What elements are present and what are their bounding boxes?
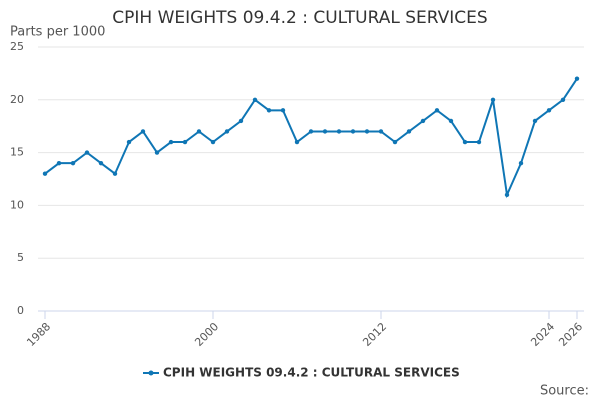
data-point	[322, 129, 328, 134]
data-point	[336, 129, 342, 134]
data-point	[560, 97, 566, 103]
data-point	[238, 118, 244, 124]
source: Source:	[540, 384, 589, 399]
data-point	[98, 160, 104, 166]
y-axis-label: Parts per 1000	[10, 25, 105, 40]
data-point	[546, 108, 552, 113]
data-point	[532, 118, 538, 124]
data-point	[224, 129, 230, 134]
data-point	[504, 192, 510, 198]
legend-marker	[148, 370, 154, 376]
data-point	[462, 139, 468, 145]
data-point	[140, 129, 146, 134]
data-point	[84, 150, 90, 155]
data-point	[406, 129, 412, 134]
data-point	[476, 139, 482, 145]
x-tick-label: 2000	[192, 320, 221, 349]
data-point	[210, 139, 216, 145]
data-point	[168, 139, 174, 145]
y-tick-label: 10	[10, 198, 24, 211]
data-point	[182, 139, 188, 145]
x-tick-label: 2012	[360, 320, 389, 349]
y-tick-label: 20	[10, 93, 24, 106]
data-point	[448, 118, 454, 124]
data-point	[70, 160, 76, 166]
data-point	[280, 108, 286, 113]
data-point	[196, 129, 202, 134]
data-point	[252, 97, 258, 103]
data-point	[392, 139, 398, 145]
data-point	[434, 108, 440, 113]
data-point	[378, 129, 384, 134]
data-point	[266, 108, 272, 113]
data-point	[154, 150, 160, 155]
data-point	[294, 139, 300, 145]
data-point	[308, 129, 314, 134]
x-tick-label: 1988	[24, 320, 53, 349]
data-point	[350, 129, 356, 134]
y-tick-label: 0	[17, 304, 24, 317]
data-point	[126, 139, 132, 145]
series-line	[44, 78, 578, 199]
x-tick-label: 2026	[556, 320, 585, 349]
data-point	[518, 160, 524, 166]
y-tick-label: 15	[10, 146, 24, 159]
data-point	[112, 171, 118, 176]
data-point	[420, 118, 426, 124]
y-tick-label: 5	[17, 251, 24, 264]
chart-title: CPIH WEIGHTS 09.4.2 : CULTURAL SERVICES	[112, 8, 487, 28]
legend-label: CPIH WEIGHTS 09.4.2 : CULTURAL SERVICES	[163, 366, 460, 380]
data-point	[56, 160, 62, 166]
x-tick-label: 2024	[528, 320, 557, 349]
data-point	[490, 97, 496, 103]
data-point	[42, 171, 48, 176]
y-tick-label: 25	[10, 40, 24, 53]
data-point	[574, 76, 580, 81]
data-point	[364, 129, 370, 134]
